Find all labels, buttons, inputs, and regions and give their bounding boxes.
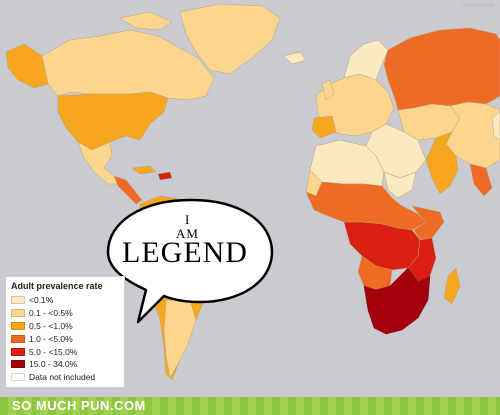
madagascar — [443, 267, 461, 305]
legend-label: <0.1% — [29, 295, 54, 306]
watermark: SomeShade — [460, 3, 494, 9]
legend-label: 5.0 - <15.0% — [29, 346, 78, 357]
footer-bar: SO MUCH PUN.COM — [0, 397, 500, 415]
legend-swatch — [11, 321, 25, 330]
legend-item: 15.0 - 34.0% — [11, 358, 119, 371]
iceland — [283, 51, 307, 65]
legend-label: 0.5 - <1.0% — [29, 320, 73, 331]
legend-items: <0.1% 0.1 - <0.5% 0.5 - <1.0% 1.0 - <5.0% 5.… — [11, 294, 119, 384]
legend-item: 5.0 - <15.0% — [11, 345, 119, 358]
legend-label: 1.0 - <5.0% — [29, 333, 73, 344]
map-legend: Adult prevalence rate <0.1% 0.1 - <0.5% 0.… — [5, 276, 125, 388]
speech-bubble-text: I AM LEGEND — [114, 210, 268, 290]
british-isles — [321, 79, 335, 101]
bubble-word-i: I — [185, 212, 191, 227]
legend-item: Data not included — [11, 371, 119, 384]
cuba — [131, 165, 157, 175]
southern-africa — [363, 267, 431, 335]
japan — [491, 111, 500, 141]
legend-item: 1.0 - <5.0% — [11, 332, 119, 345]
greenland — [179, 3, 281, 75]
legend-swatch — [11, 296, 25, 305]
legend-title: Adult prevalence rate — [11, 281, 103, 291]
alaska — [5, 43, 49, 89]
legend-item: <0.1% — [11, 294, 119, 307]
legend-swatch — [11, 373, 25, 382]
legend-item: 0.5 - <1.0% — [11, 320, 119, 333]
footer-site-name: SO MUCH PUN.COM — [12, 398, 146, 413]
legend-label: 15.0 - 34.0% — [29, 359, 78, 370]
hispaniola — [157, 171, 173, 181]
bubble-word-legend: LEGEND — [122, 236, 248, 269]
arabian-peninsula — [383, 171, 417, 199]
southeast-asia — [469, 163, 493, 197]
canada — [41, 29, 215, 101]
bubble-word-am: AM — [176, 226, 199, 241]
south-asia — [425, 131, 459, 195]
legend-swatch — [11, 334, 25, 343]
legend-swatch — [11, 360, 25, 369]
legend-item: 0.1 - <0.5% — [11, 307, 119, 320]
legend-label: Data not included — [29, 372, 96, 383]
legend-swatch — [11, 347, 25, 356]
canada-islands — [119, 11, 173, 31]
usa — [57, 91, 169, 151]
legend-swatch — [11, 309, 25, 318]
iberia — [311, 115, 337, 139]
legend-label: 0.1 - <0.5% — [29, 308, 73, 319]
sahel — [305, 181, 427, 231]
